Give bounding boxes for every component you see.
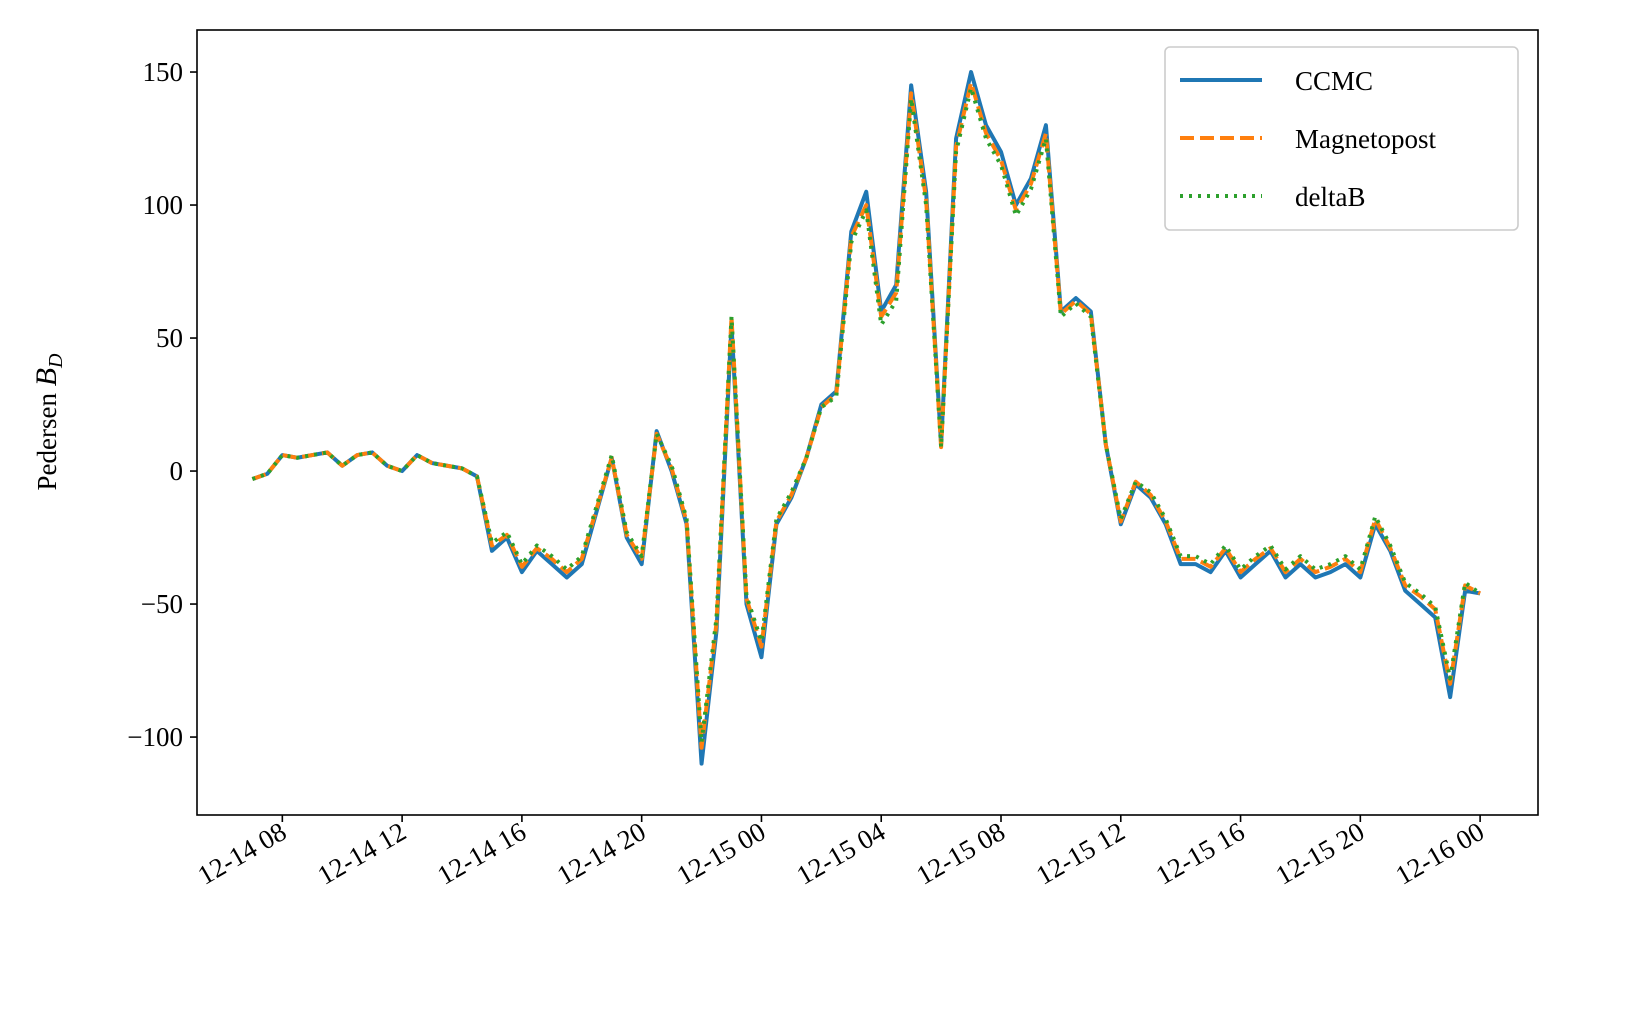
y-tick-label: −100 xyxy=(127,722,183,752)
legend-label: CCMC xyxy=(1295,66,1373,96)
series-line xyxy=(251,85,1482,745)
legend-label: Magnetopost xyxy=(1295,124,1436,154)
y-tick-label: 100 xyxy=(143,190,184,220)
y-label-symbol: B xyxy=(30,368,63,386)
y-axis-label: Pedersen BD xyxy=(30,353,67,491)
axes-frame xyxy=(196,29,1539,816)
legend-box xyxy=(1164,46,1519,231)
y-tick-label: −50 xyxy=(141,589,183,619)
y-tick-label: 150 xyxy=(143,57,184,87)
plot-area xyxy=(251,70,1482,766)
y-label-text: Pedersen xyxy=(32,393,62,491)
y-label-subscript: D xyxy=(45,353,67,369)
legend-label: deltaB xyxy=(1295,182,1365,212)
y-tick-label: 50 xyxy=(156,323,183,353)
y-tick-label: 0 xyxy=(170,456,184,486)
series-line xyxy=(251,70,1481,766)
